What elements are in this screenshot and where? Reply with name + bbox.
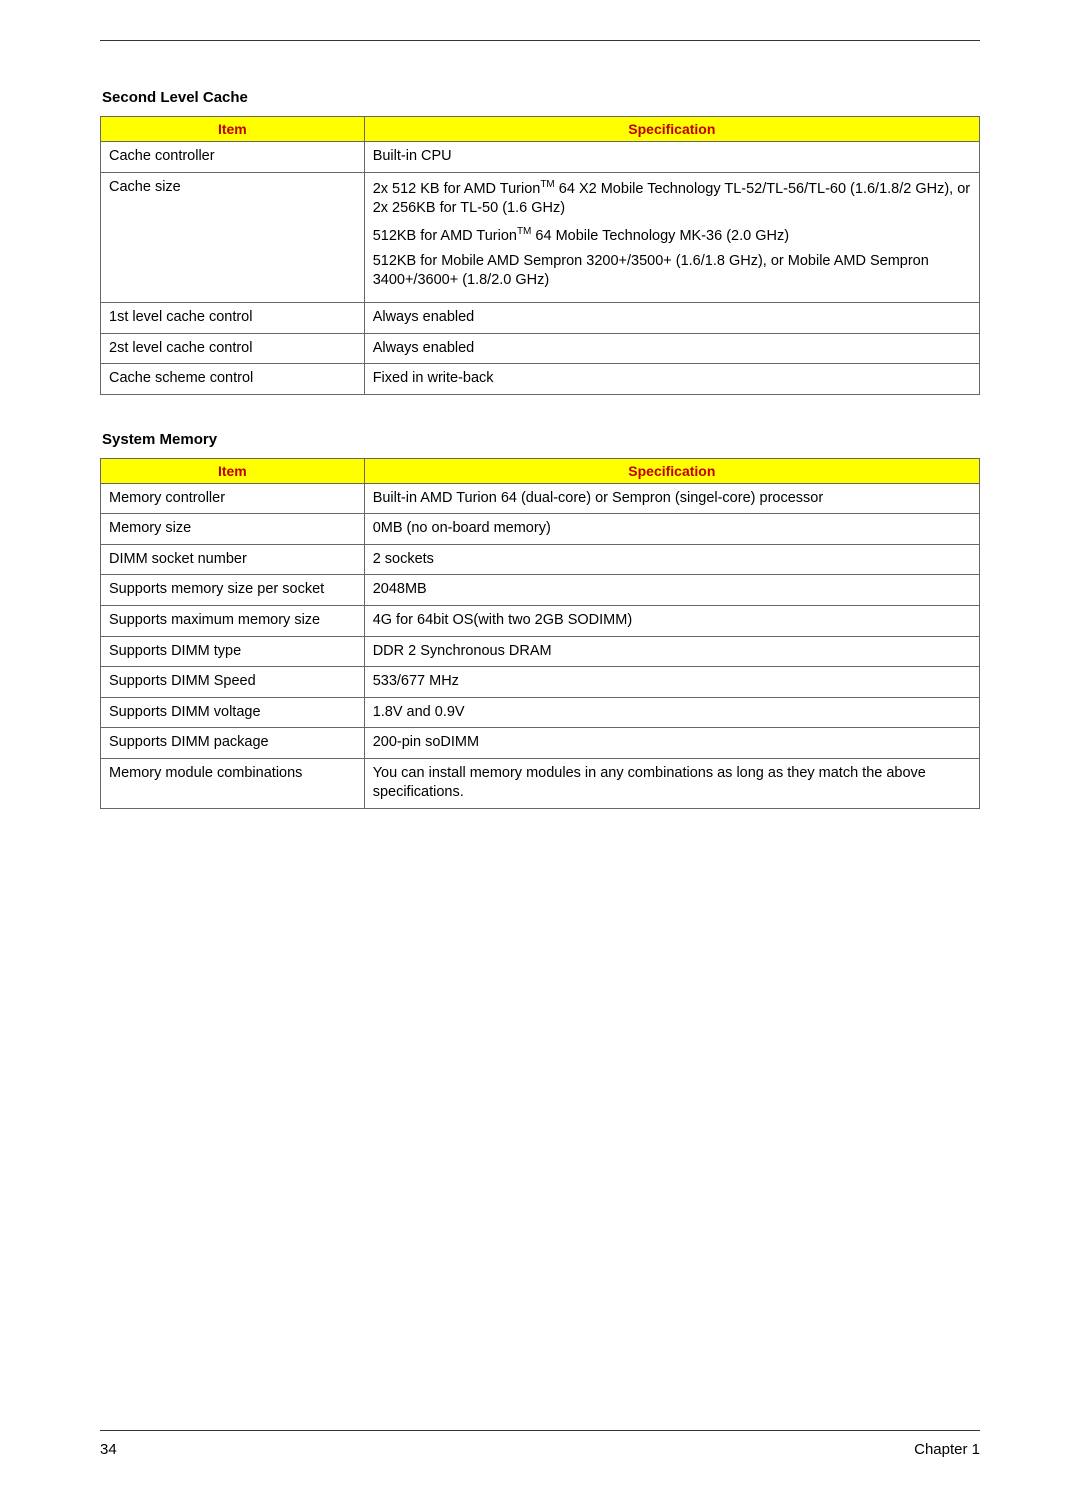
item-cell: Cache size	[101, 172, 365, 302]
item-cell: Memory module combinations	[101, 758, 365, 808]
spec-paragraph: 1.8V and 0.9V	[373, 703, 971, 723]
spec-paragraph: Built-in AMD Turion 64 (dual-core) or Se…	[373, 489, 971, 509]
spec-cell: 4G for 64bit OS(with two 2GB SODIMM)	[364, 605, 979, 636]
item-cell: 1st level cache control	[101, 303, 365, 334]
trademark-superscript: TM	[517, 226, 531, 237]
trademark-superscript: TM	[540, 179, 554, 190]
spec-cell: 2048MB	[364, 575, 979, 606]
spec-paragraph: 512KB for AMD TurionTM 64 Mobile Technol…	[373, 225, 971, 246]
spec-paragraph: 512KB for Mobile AMD Sempron 3200+/3500+…	[373, 252, 971, 291]
spec-cell: Always enabled	[364, 333, 979, 364]
spec-cell: Built-in CPU	[364, 142, 979, 173]
table-row: 2st level cache control Always enabled	[101, 333, 980, 364]
chapter-label: Chapter 1	[914, 1441, 980, 1458]
page-footer: 34 Chapter 1	[100, 1430, 980, 1458]
spec-cell: Fixed in write-back	[364, 364, 979, 395]
spec-paragraph: 2x 512 KB for AMD TurionTM 64 X2 Mobile …	[373, 178, 971, 219]
spec-paragraph: Always enabled	[373, 339, 971, 359]
spec-cell: You can install memory modules in any co…	[364, 758, 979, 808]
spec-cell: 0MB (no on-board memory)	[364, 514, 979, 545]
table-row: Memory size 0MB (no on-board memory)	[101, 514, 980, 545]
column-header-spec: Specification	[364, 458, 979, 483]
spec-table: ItemSpecificationMemory controller Built-…	[100, 458, 980, 809]
table-row: Supports DIMM Speed 533/677 MHz	[101, 667, 980, 698]
table-row: Supports DIMM package 200-pin soDIMM	[101, 728, 980, 759]
spec-table: ItemSpecificationCache controller Built-i…	[100, 116, 980, 395]
item-cell: DIMM socket number	[101, 544, 365, 575]
spec-cell: 200-pin soDIMM	[364, 728, 979, 759]
spec-cell: 533/677 MHz	[364, 667, 979, 698]
spec-paragraph: 0MB (no on-board memory)	[373, 519, 971, 539]
spec-cell: 2 sockets	[364, 544, 979, 575]
top-rule	[100, 40, 980, 41]
page-number: 34	[100, 1441, 117, 1458]
section-title: Second Level Cache	[102, 89, 980, 106]
item-cell: Supports maximum memory size	[101, 605, 365, 636]
item-cell: Supports DIMM Speed	[101, 667, 365, 698]
spec-cell: 1.8V and 0.9V	[364, 697, 979, 728]
column-header-spec: Specification	[364, 117, 979, 142]
item-cell: Cache controller	[101, 142, 365, 173]
table-row: Cache scheme control Fixed in write-back	[101, 364, 980, 395]
item-cell: Supports memory size per socket	[101, 575, 365, 606]
table-row: DIMM socket number 2 sockets	[101, 544, 980, 575]
table-row: Memory module combinationsYou can instal…	[101, 758, 980, 808]
spec-paragraph: 2048MB	[373, 580, 971, 600]
section-title: System Memory	[102, 431, 980, 448]
spec-paragraph: Fixed in write-back	[373, 369, 971, 389]
table-row: Cache size2x 512 KB for AMD TurionTM 64 …	[101, 172, 980, 302]
table-row: 1st level cache control Always enabled	[101, 303, 980, 334]
spec-paragraph: 4G for 64bit OS(with two 2GB SODIMM)	[373, 611, 971, 631]
column-header-item: Item	[101, 458, 365, 483]
spec-paragraph: 2 sockets	[373, 550, 971, 570]
item-cell: 2st level cache control	[101, 333, 365, 364]
item-cell: Supports DIMM package	[101, 728, 365, 759]
column-header-item: Item	[101, 117, 365, 142]
spec-paragraph: Built-in CPU	[373, 147, 971, 167]
table-row: Supports DIMM type DDR 2 Synchronous DRAM	[101, 636, 980, 667]
spec-cell: Always enabled	[364, 303, 979, 334]
spec-paragraph: Always enabled	[373, 308, 971, 328]
table-row: Supports memory size per socket 2048MB	[101, 575, 980, 606]
table-row: Supports DIMM voltage 1.8V and 0.9V	[101, 697, 980, 728]
spec-cell: DDR 2 Synchronous DRAM	[364, 636, 979, 667]
table-row: Supports maximum memory size 4G for 64bit…	[101, 605, 980, 636]
item-cell: Supports DIMM voltage	[101, 697, 365, 728]
page-content: Second Level CacheItemSpecificationCache…	[0, 0, 1080, 809]
item-cell: Memory size	[101, 514, 365, 545]
sections-host: Second Level CacheItemSpecificationCache…	[100, 89, 980, 809]
spec-paragraph: You can install memory modules in any co…	[373, 764, 971, 803]
table-row: Memory controller Built-in AMD Turion 64 …	[101, 483, 980, 514]
spec-paragraph: DDR 2 Synchronous DRAM	[373, 642, 971, 662]
table-row: Cache controller Built-in CPU	[101, 142, 980, 173]
spec-cell: 2x 512 KB for AMD TurionTM 64 X2 Mobile …	[364, 172, 979, 302]
spec-paragraph: 533/677 MHz	[373, 672, 971, 692]
item-cell: Cache scheme control	[101, 364, 365, 395]
spec-paragraph: 200-pin soDIMM	[373, 733, 971, 753]
spec-cell: Built-in AMD Turion 64 (dual-core) or Se…	[364, 483, 979, 514]
item-cell: Supports DIMM type	[101, 636, 365, 667]
item-cell: Memory controller	[101, 483, 365, 514]
